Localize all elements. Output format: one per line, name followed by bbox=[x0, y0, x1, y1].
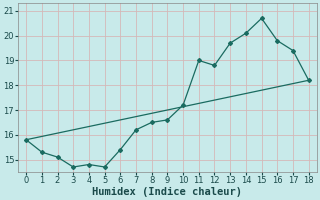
X-axis label: Humidex (Indice chaleur): Humidex (Indice chaleur) bbox=[92, 186, 242, 197]
